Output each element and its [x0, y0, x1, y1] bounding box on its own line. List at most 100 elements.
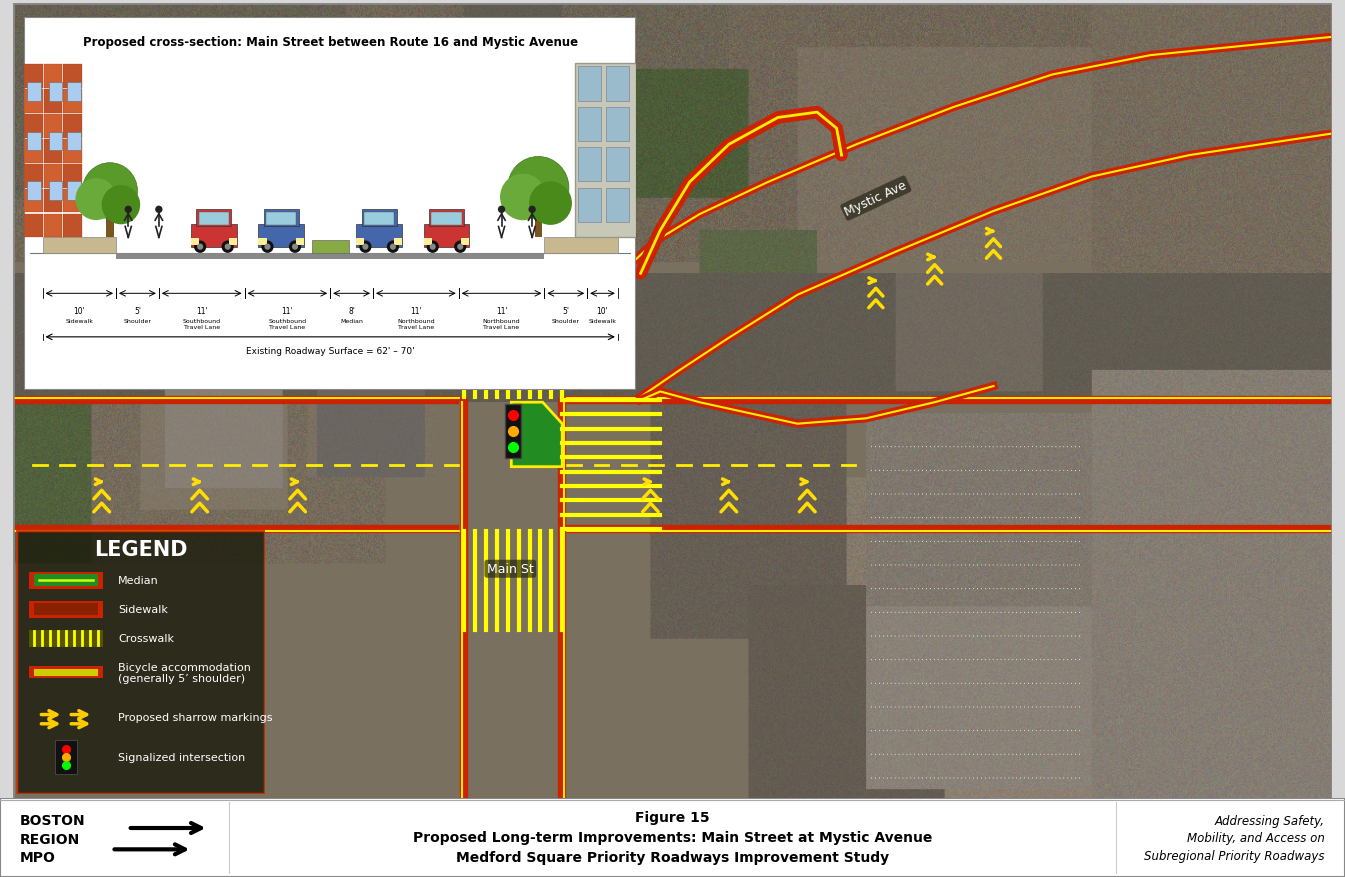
Circle shape [261, 241, 273, 253]
Bar [44, 165, 62, 189]
Bar [24, 90, 43, 114]
Bar [429, 210, 464, 227]
Text: Proposed sharrow markings: Proposed sharrow markings [118, 712, 273, 723]
Bar [191, 225, 237, 247]
Circle shape [265, 245, 270, 251]
Circle shape [387, 241, 399, 253]
Circle shape [102, 186, 140, 225]
Bar [44, 90, 62, 114]
Text: Shoulder: Shoulder [551, 319, 580, 324]
Circle shape [498, 206, 506, 214]
Text: Addressing Safety,: Addressing Safety, [1215, 814, 1325, 827]
Bar [394, 239, 402, 246]
Text: Southbound
Travel Lane: Southbound Travel Lane [268, 319, 307, 330]
Bar [24, 115, 43, 139]
Bar [296, 239, 304, 246]
Circle shape [362, 245, 369, 251]
Circle shape [429, 245, 436, 251]
Bar [44, 66, 62, 89]
Bar [27, 132, 40, 151]
Bar [356, 239, 364, 246]
Bar [28, 601, 104, 618]
Bar [605, 148, 629, 182]
Bar [578, 68, 601, 102]
Bar [545, 238, 617, 253]
Text: Medford
Police Station: Medford Police Station [195, 278, 282, 300]
Text: 11': 11' [196, 306, 207, 316]
Bar [24, 165, 43, 189]
Text: Mobility, and Access on: Mobility, and Access on [1186, 831, 1325, 844]
Bar [605, 108, 629, 142]
Circle shape [500, 175, 546, 221]
Text: Medford Square Priority Roadways Improvement Study: Medford Square Priority Roadways Improve… [456, 851, 889, 864]
Circle shape [225, 245, 231, 251]
Text: Southbound
Travel Lane: Southbound Travel Lane [183, 319, 221, 330]
Bar [63, 189, 82, 213]
Bar [24, 66, 43, 89]
Circle shape [125, 206, 132, 214]
Text: Shoulder: Shoulder [124, 319, 152, 324]
Bar [199, 213, 229, 225]
Bar [24, 215, 43, 238]
Text: Emergency
Vehicle
Entrance
Only: Emergency Vehicle Entrance Only [566, 310, 627, 355]
Circle shape [289, 241, 301, 253]
Circle shape [529, 206, 535, 214]
Text: Northbound
Travel Lane: Northbound Travel Lane [397, 319, 434, 330]
Bar [506, 405, 521, 459]
Text: 5': 5' [562, 306, 569, 316]
Bar [258, 225, 304, 247]
Bar [27, 82, 40, 102]
Bar [266, 213, 296, 225]
Circle shape [507, 157, 569, 219]
Bar [578, 108, 601, 142]
Text: MPO: MPO [20, 851, 56, 864]
Bar [48, 182, 62, 201]
Text: Proposed cross-section: Main Street between Route 16 and Mystic Avenue: Proposed cross-section: Main Street betw… [82, 36, 578, 49]
Bar [424, 225, 469, 247]
Text: REGION: REGION [20, 832, 81, 846]
Bar [63, 165, 82, 189]
Text: Existing Roadway Surface = 62' – 70': Existing Roadway Surface = 62' – 70' [246, 346, 414, 356]
Bar [461, 239, 469, 246]
Text: Sidewalk: Sidewalk [118, 604, 168, 615]
Bar [362, 210, 397, 227]
Bar [24, 189, 43, 213]
Bar [364, 213, 394, 225]
Text: Northbound
Travel Lane: Northbound Travel Lane [483, 319, 521, 330]
Bar [432, 213, 461, 225]
Text: Sidewalk: Sidewalk [66, 319, 93, 324]
Bar [43, 238, 116, 253]
Bar [44, 189, 62, 213]
Text: 10': 10' [74, 306, 85, 316]
Circle shape [359, 241, 371, 253]
Bar [63, 66, 82, 89]
Polygon shape [511, 403, 562, 467]
Circle shape [529, 182, 572, 225]
Bar [63, 90, 82, 114]
Bar [67, 82, 81, 102]
Bar [55, 740, 77, 774]
Circle shape [194, 241, 206, 253]
Circle shape [222, 241, 234, 253]
Bar [48, 132, 62, 151]
Bar [67, 182, 81, 201]
Text: Mystic Ave: Mystic Ave [843, 179, 909, 219]
Text: Median: Median [340, 319, 363, 324]
Bar [106, 217, 113, 238]
Bar [28, 667, 104, 679]
Bar [28, 630, 104, 647]
Bar [576, 64, 636, 238]
Bar [67, 132, 81, 151]
Circle shape [198, 245, 203, 251]
Bar [264, 210, 299, 227]
Text: Sidewalk: Sidewalk [589, 319, 616, 324]
Bar [44, 115, 62, 139]
Circle shape [426, 241, 438, 253]
Bar [191, 239, 199, 246]
Bar [229, 239, 237, 246]
Text: Main St: Main St [487, 562, 534, 575]
Bar [44, 140, 62, 163]
Text: Emerson St: Emerson St [507, 120, 519, 192]
Text: 8': 8' [348, 306, 355, 316]
Circle shape [292, 245, 299, 251]
